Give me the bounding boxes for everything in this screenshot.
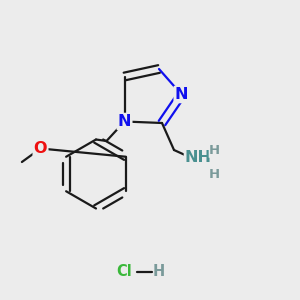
Text: H: H xyxy=(153,264,165,279)
Text: N: N xyxy=(118,114,131,129)
Text: N: N xyxy=(175,87,188,102)
Text: H: H xyxy=(209,168,220,181)
Text: NH: NH xyxy=(184,150,212,165)
Text: O: O xyxy=(34,141,47,156)
Text: H: H xyxy=(209,145,220,158)
Text: Cl: Cl xyxy=(117,264,132,279)
